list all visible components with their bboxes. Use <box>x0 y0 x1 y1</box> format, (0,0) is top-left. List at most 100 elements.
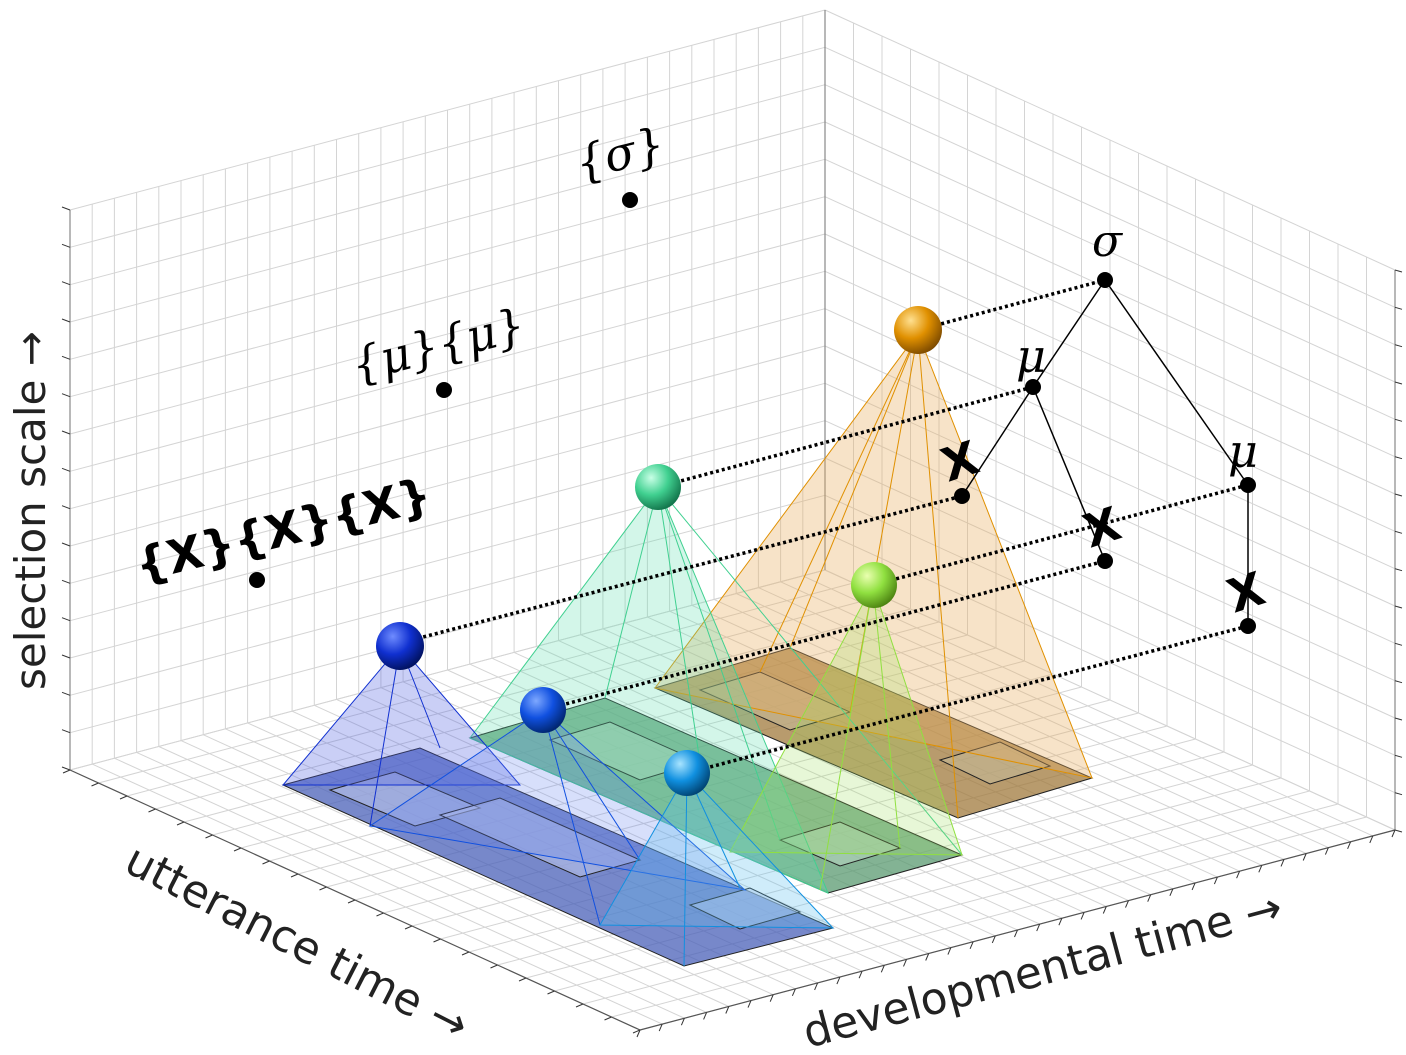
projection-line <box>657 385 1034 489</box>
tree-node-sigma <box>1097 272 1113 288</box>
grid-line <box>148 808 156 813</box>
projection-line <box>917 278 1106 332</box>
grid-line <box>636 1029 641 1038</box>
grid-line <box>61 206 71 211</box>
grid-line <box>319 886 327 891</box>
grid-line <box>262 860 270 865</box>
grid-line <box>336 698 907 960</box>
grid-line <box>61 579 71 584</box>
grid-line <box>61 505 71 510</box>
sphere-mid-blue <box>520 687 566 733</box>
grid-line <box>947 947 952 955</box>
tree-node-x <box>1240 618 1256 634</box>
set-label-mu: {μ}{μ} <box>346 297 531 392</box>
grid-line <box>358 693 929 954</box>
grid-line <box>69 46 826 248</box>
grid-line <box>769 994 774 1002</box>
tree-node-x <box>954 488 970 504</box>
grid-line <box>658 1023 663 1032</box>
grid-line <box>824 494 1396 756</box>
grid-line <box>1394 381 1403 385</box>
tree-label-mu: μ <box>1228 424 1258 478</box>
grid-line <box>69 84 826 286</box>
grid-line <box>176 821 185 826</box>
grid-line <box>62 769 71 774</box>
pyramid-mid-blue <box>368 709 747 926</box>
grid-line <box>69 457 826 659</box>
floor-patches <box>281 647 1094 967</box>
grid-line <box>1258 865 1263 873</box>
grid-line <box>1014 929 1018 938</box>
grid-line <box>233 847 242 852</box>
grid-line <box>1394 680 1403 684</box>
sphere-blue <box>376 622 424 670</box>
grid-line <box>713 598 1285 860</box>
tree-node-mu <box>1025 379 1041 395</box>
grid-line <box>1394 493 1403 497</box>
grid-line <box>703 1012 708 1020</box>
floor-segment <box>688 887 802 930</box>
sphere-orange <box>894 306 942 354</box>
grid-line <box>747 1000 752 1008</box>
grid-line <box>991 935 996 944</box>
grid-line <box>836 976 841 985</box>
grid-line <box>1394 418 1403 422</box>
grid-line <box>69 270 826 472</box>
grid-line <box>136 751 707 1013</box>
grid-line <box>61 542 71 547</box>
grid-line <box>1236 871 1241 879</box>
grid-line <box>1394 269 1403 273</box>
grid-line <box>114 757 685 1019</box>
grid-line <box>61 430 71 435</box>
grid-line <box>814 982 819 991</box>
grid-line <box>858 971 863 979</box>
grid-line <box>1147 894 1152 902</box>
grid-line <box>69 345 826 547</box>
grid-line <box>69 158 826 360</box>
set-point-x <box>249 572 265 588</box>
grid-line <box>61 691 71 696</box>
sphere-lime <box>851 562 897 608</box>
grid-line <box>824 196 1396 458</box>
grid-line <box>69 233 826 435</box>
grid-line <box>61 243 71 248</box>
grid-line <box>802 575 1374 837</box>
grid-line <box>824 233 1396 495</box>
grid-line <box>1394 792 1403 796</box>
grid-line <box>61 467 71 472</box>
grid-line <box>518 977 527 982</box>
grid-line <box>1394 829 1403 833</box>
grid-line <box>1080 912 1085 920</box>
grid-line <box>536 646 1107 907</box>
sphere-teal <box>635 464 681 510</box>
grid-line <box>824 457 1396 719</box>
grid-line <box>903 959 907 967</box>
grid-line <box>61 617 71 622</box>
grid-line <box>61 729 71 734</box>
grid-line <box>824 345 1396 607</box>
grid-line <box>1369 835 1374 844</box>
grid-line <box>1394 642 1403 646</box>
set-point-sigma <box>622 192 638 208</box>
grid-line <box>69 308 826 510</box>
grid-line <box>735 593 1307 854</box>
grid-line <box>680 1018 685 1026</box>
set-point-mu <box>436 382 452 398</box>
grid-line <box>1394 530 1403 534</box>
tree-node-x <box>1097 553 1113 569</box>
grid-line <box>376 912 384 917</box>
grid-line <box>69 569 826 771</box>
sphere-cyan <box>664 750 710 796</box>
grid-line <box>925 953 930 961</box>
grid-line <box>61 355 71 360</box>
grid-line <box>824 382 1396 644</box>
tree-label-x: X <box>1077 496 1127 558</box>
grid-line <box>490 964 498 969</box>
axis-ticks <box>61 206 1403 1038</box>
grid-line <box>1213 876 1218 885</box>
grid-line <box>433 938 441 943</box>
grid-line <box>791 988 796 996</box>
projection-line <box>872 483 1249 587</box>
grid-line <box>513 651 1085 913</box>
